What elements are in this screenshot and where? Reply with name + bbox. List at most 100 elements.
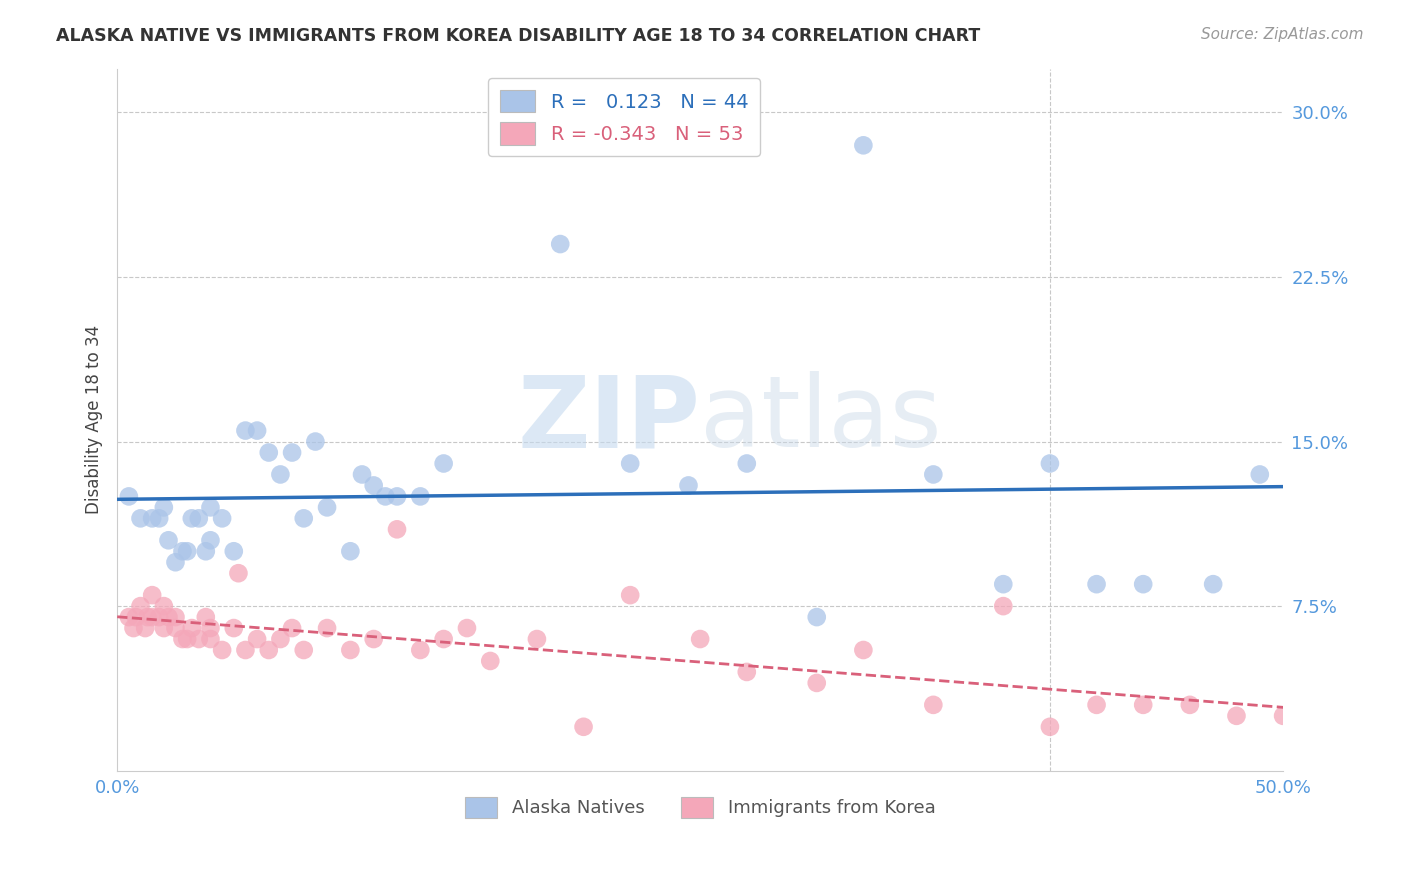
Point — [316, 621, 339, 635]
Point — [153, 500, 176, 515]
Y-axis label: Disability Age 18 to 34: Disability Age 18 to 34 — [86, 325, 103, 514]
Point — [1272, 709, 1295, 723]
Point — [269, 467, 291, 482]
Point — [165, 555, 187, 569]
Point — [129, 511, 152, 525]
Point — [1178, 698, 1201, 712]
Point — [281, 445, 304, 459]
Point — [172, 632, 194, 646]
Point — [180, 621, 202, 635]
Point — [1249, 467, 1271, 482]
Point — [228, 566, 250, 581]
Point — [526, 632, 548, 646]
Point — [141, 610, 163, 624]
Point — [1132, 577, 1154, 591]
Point — [257, 445, 280, 459]
Point — [122, 621, 145, 635]
Point — [1039, 720, 1062, 734]
Point — [153, 599, 176, 614]
Point — [852, 138, 875, 153]
Point — [922, 698, 945, 712]
Point — [735, 665, 758, 679]
Legend: Alaska Natives, Immigrants from Korea: Alaska Natives, Immigrants from Korea — [458, 789, 942, 825]
Point — [200, 632, 222, 646]
Point — [1039, 457, 1062, 471]
Point — [153, 621, 176, 635]
Point — [246, 424, 269, 438]
Point — [148, 511, 170, 525]
Point — [479, 654, 502, 668]
Point — [993, 577, 1015, 591]
Point — [246, 632, 269, 646]
Point — [222, 621, 245, 635]
Point — [619, 588, 641, 602]
Point — [281, 621, 304, 635]
Point — [211, 511, 233, 525]
Point — [194, 544, 217, 558]
Point — [572, 720, 595, 734]
Point — [176, 544, 198, 558]
Point — [678, 478, 700, 492]
Point — [200, 533, 222, 548]
Point — [339, 643, 361, 657]
Point — [257, 643, 280, 657]
Point — [136, 610, 159, 624]
Point — [374, 490, 396, 504]
Point — [806, 676, 828, 690]
Point — [134, 621, 156, 635]
Point — [456, 621, 478, 635]
Point — [304, 434, 326, 449]
Point — [187, 632, 209, 646]
Point — [125, 610, 148, 624]
Point — [187, 511, 209, 525]
Point — [689, 632, 711, 646]
Point — [409, 490, 432, 504]
Point — [619, 457, 641, 471]
Point — [157, 610, 180, 624]
Point — [269, 632, 291, 646]
Point — [292, 643, 315, 657]
Point — [165, 621, 187, 635]
Point — [1132, 698, 1154, 712]
Point — [363, 632, 385, 646]
Text: Source: ZipAtlas.com: Source: ZipAtlas.com — [1201, 27, 1364, 42]
Point — [316, 500, 339, 515]
Point — [385, 522, 408, 536]
Point — [118, 490, 141, 504]
Point — [922, 467, 945, 482]
Text: ALASKA NATIVE VS IMMIGRANTS FROM KOREA DISABILITY AGE 18 TO 34 CORRELATION CHART: ALASKA NATIVE VS IMMIGRANTS FROM KOREA D… — [56, 27, 980, 45]
Point — [548, 237, 571, 252]
Point — [385, 490, 408, 504]
Point — [806, 610, 828, 624]
Point — [363, 478, 385, 492]
Point — [157, 533, 180, 548]
Point — [141, 511, 163, 525]
Point — [235, 643, 257, 657]
Point — [993, 599, 1015, 614]
Point — [211, 643, 233, 657]
Point — [735, 457, 758, 471]
Point — [141, 588, 163, 602]
Point — [1202, 577, 1225, 591]
Point — [235, 424, 257, 438]
Point — [852, 643, 875, 657]
Point — [1085, 577, 1108, 591]
Text: atlas: atlas — [700, 371, 942, 468]
Point — [222, 544, 245, 558]
Point — [409, 643, 432, 657]
Point — [200, 621, 222, 635]
Point — [1085, 698, 1108, 712]
Point — [194, 610, 217, 624]
Point — [165, 610, 187, 624]
Point — [350, 467, 373, 482]
Point — [200, 500, 222, 515]
Text: ZIP: ZIP — [517, 371, 700, 468]
Point — [176, 632, 198, 646]
Point — [433, 457, 456, 471]
Point — [433, 632, 456, 646]
Point — [129, 599, 152, 614]
Point — [292, 511, 315, 525]
Point — [118, 610, 141, 624]
Point — [1225, 709, 1247, 723]
Point — [172, 544, 194, 558]
